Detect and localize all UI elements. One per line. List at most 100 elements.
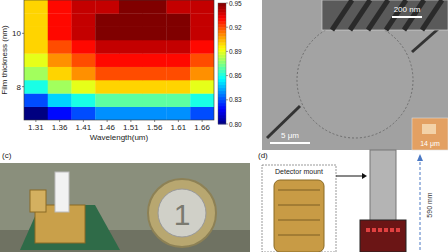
heatmap-cell <box>119 13 143 27</box>
heatmap-cell <box>95 67 119 81</box>
heatmap-cell <box>24 40 48 54</box>
heatmap-cell <box>24 93 48 107</box>
x-tick <box>83 120 84 122</box>
page: {"chart_data": {"type": "heatmap", "x_la… <box>0 0 448 252</box>
mount-detail <box>278 205 320 206</box>
heatmap-cell <box>167 13 191 27</box>
colorbar-segment <box>218 54 226 57</box>
heatmap-cell <box>167 93 191 107</box>
plot-frame <box>24 0 214 120</box>
heatmap-cell <box>95 13 119 27</box>
x-axis-label: Wavelength(um) <box>90 133 149 142</box>
colorbar-segment <box>218 36 226 39</box>
photo-background <box>0 163 250 252</box>
colorbar-segment <box>218 48 226 51</box>
x-tick <box>202 120 203 122</box>
heatmap-cell <box>143 53 167 67</box>
colorbar-segment <box>218 12 226 15</box>
heatmap-cell <box>143 0 167 14</box>
colorbar-segment <box>218 79 226 82</box>
height-label: 590 mm <box>426 192 433 217</box>
figure: 1.311.361.411.461.511.561.611.66810Wavel… <box>0 0 448 252</box>
heatmap-cell <box>48 40 72 54</box>
sem-haze <box>262 0 448 150</box>
y-tick <box>22 33 24 34</box>
heatmap-cell <box>48 53 72 67</box>
colorbar-segment <box>218 39 226 42</box>
base-detail <box>378 228 382 232</box>
mount-photo <box>274 180 324 252</box>
heatmap-cell <box>143 27 167 41</box>
heatmap-cell <box>72 13 96 27</box>
base-detail <box>396 228 400 232</box>
colorbar-segment <box>218 118 226 121</box>
x-tick <box>59 120 60 122</box>
heatmap-cell <box>24 0 48 14</box>
heatmap-cell <box>119 67 143 81</box>
colorbar-segment <box>218 51 226 54</box>
colorbar-tick <box>226 3 228 4</box>
optical-spot <box>422 124 436 134</box>
cryostat-tube <box>370 150 396 222</box>
x-tick-label: 1.56 <box>147 123 163 132</box>
x-tick-label: 1.51 <box>123 123 139 132</box>
colorbar-segment <box>218 33 226 36</box>
panel-label: (d) <box>258 151 268 160</box>
x-tick-label: 1.66 <box>194 123 210 132</box>
heatmap-cell <box>48 107 72 120</box>
arrowhead <box>362 173 367 179</box>
colorbar-segment <box>218 82 226 85</box>
colorbar-segment <box>218 109 226 112</box>
heatmap-cell <box>72 27 96 41</box>
scale-label: 5 μm <box>281 131 299 140</box>
heatmap-cell <box>24 67 48 81</box>
heatmap-cell <box>190 13 214 27</box>
sma-connector <box>30 190 46 212</box>
x-tick-label: 1.61 <box>171 123 187 132</box>
heatmap-cell <box>72 93 96 107</box>
nanowire <box>350 0 370 30</box>
heatmap-cell <box>48 80 72 94</box>
heatmap-cell <box>119 107 143 120</box>
x-tick <box>107 120 108 122</box>
sem-background <box>262 0 448 150</box>
heatmap-cell <box>167 67 191 81</box>
heatmap-cell <box>95 80 119 94</box>
colorbar-tick <box>226 75 228 76</box>
heatmap-cell <box>72 0 96 14</box>
x-tick-label: 1.41 <box>76 123 92 132</box>
x-tick-label: 1.46 <box>99 123 115 132</box>
y-axis-label: Film thickness (nm) <box>0 25 9 95</box>
colorbar-segment <box>218 94 226 97</box>
colorbar-tick <box>226 99 228 100</box>
colorbar-segment <box>218 45 226 48</box>
nanowire <box>422 0 442 30</box>
colorbar-tick-label: 0.92 <box>229 24 242 31</box>
colorbar-segment <box>218 42 226 45</box>
heatmap-cell <box>190 0 214 14</box>
scale-bar <box>392 16 422 18</box>
base-detail <box>372 228 376 232</box>
height-arrowhead <box>417 154 423 161</box>
sem-inset <box>322 0 448 30</box>
colorbar-segment <box>218 91 226 94</box>
heatmap-cell <box>190 40 214 54</box>
scale-bar <box>270 142 310 144</box>
colorbar-segment <box>218 106 226 109</box>
colorbar-segment <box>218 103 226 106</box>
heatmap-cell <box>95 107 119 120</box>
heatmap-cell <box>48 27 72 41</box>
base-detail <box>384 228 388 232</box>
height-arrow <box>420 160 421 250</box>
heatmap-cells <box>24 0 214 120</box>
heatmap-cell <box>167 80 191 94</box>
colorbar-segment <box>218 21 226 24</box>
colorbar-segment <box>218 30 226 33</box>
colorbar-segment <box>218 15 226 18</box>
nanowire <box>332 0 352 30</box>
colorbar-segment <box>218 24 226 27</box>
y-tick <box>22 86 24 87</box>
colorbar-segment <box>218 97 226 100</box>
heatmap-cell <box>95 53 119 67</box>
base-detail <box>390 228 394 232</box>
